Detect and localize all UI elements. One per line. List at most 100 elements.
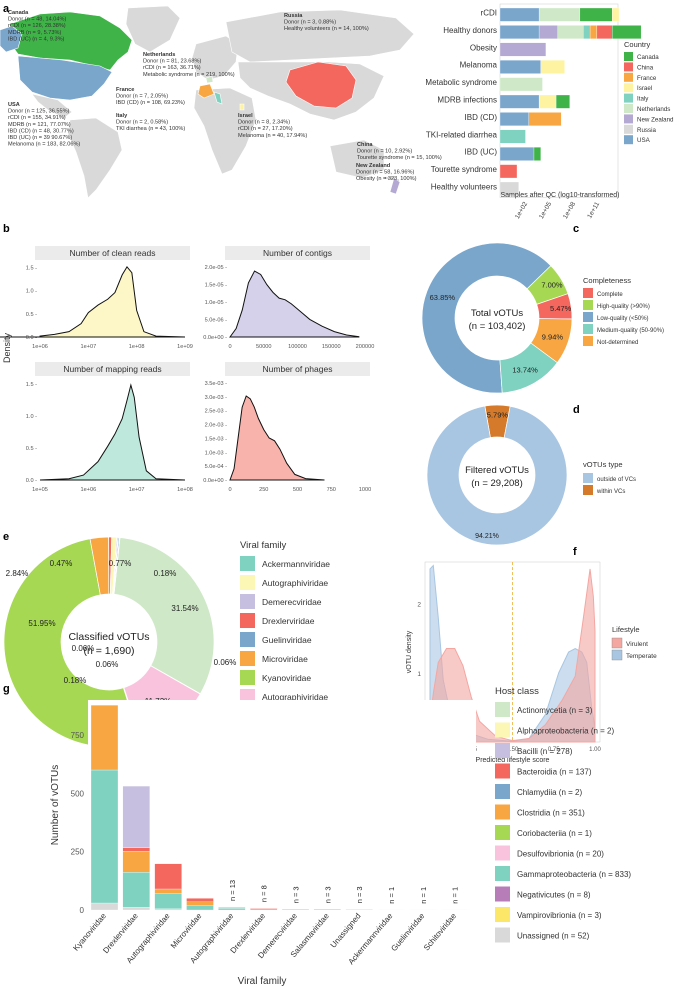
- map-annotation-title: France: [116, 87, 134, 93]
- donut-slice-kyanoviridae: [3, 538, 141, 748]
- a-category-label: rCDI: [481, 9, 497, 18]
- g-bar-count-label: n = 8: [260, 885, 269, 902]
- e-legend-label: Demerecviridae: [262, 597, 322, 607]
- b-x-tick: 1e+07: [129, 487, 145, 493]
- e-legend-swatch: [240, 670, 255, 685]
- panel-labels: a b c d e f g: [3, 3, 580, 695]
- g-x-tick-label: Schitoviridae: [422, 911, 459, 952]
- c-legend-swatch: [583, 324, 593, 334]
- a-x-tick: 1e+11: [586, 201, 601, 220]
- e-legend-label: Autographiviridae: [262, 692, 328, 702]
- b-y-tick: 1.0 -: [26, 414, 37, 420]
- e-slice-label: 0.47%: [50, 559, 73, 568]
- c-slice-label: 5.47%: [550, 304, 572, 313]
- b-x-tick: 0: [228, 344, 231, 350]
- b-y-tick: 2.0e-05 -: [205, 265, 228, 271]
- g-legend-swatch: [495, 927, 510, 943]
- e-legend-swatch: [240, 651, 255, 666]
- panel-label-g: g: [3, 683, 10, 695]
- b-x-tick: 750: [327, 487, 336, 493]
- a-bar-segment-france: [589, 25, 598, 39]
- a-bar-segment-usa: [499, 7, 540, 22]
- b-y-tick: 1.5e-05 -: [205, 282, 228, 288]
- g-x-tick-label: Microviridae: [169, 911, 204, 950]
- panel-c-donut: 63.85% 7.00% 5.47% 9.94% 13.74% Total vOTUs (n…: [421, 242, 664, 394]
- panel-d-donut: 5.79% 94.21% Filtered vOTUs (n = 29,208) vOT…: [426, 404, 636, 546]
- e-legend-label: Guelinviridae: [262, 635, 312, 645]
- panel-label-a: a: [3, 3, 10, 15]
- map-annotation-line: IBD (CD) (n = 108, 69.23%): [116, 100, 185, 106]
- g-legend-swatch: [495, 702, 510, 717]
- e-legend-label: Autographiviridae: [262, 578, 328, 588]
- g-bar-segment: [154, 908, 182, 911]
- map-annotation-line: Donor (n = 2, 0.58%): [116, 120, 168, 126]
- a-x-tick-label: 1e+02: [514, 201, 529, 221]
- b-subplot-b4: Number of phages 0.0e+00 - 5.0e-04 - 1.0e-0…: [203, 362, 371, 493]
- g-legend-swatch: [495, 907, 510, 922]
- a-legend-swatch: [624, 83, 633, 93]
- a-legend-label: Russia: [637, 127, 656, 134]
- b-y-tick: 0.0e+00 -: [203, 335, 227, 341]
- f-legend-title: Lifestyle: [612, 625, 640, 634]
- a-legend-label: Canada: [637, 54, 659, 61]
- a-bar-segment-canada: [533, 147, 541, 161]
- f-legend-swatch: [611, 637, 623, 649]
- g-y-tick: 750: [71, 731, 85, 740]
- e-legend-swatch: [240, 632, 255, 647]
- g-bar-segment: [90, 902, 119, 911]
- map-annotation-line: Melanoma (n = 40, 17.94%): [238, 133, 307, 139]
- panel-a-bar-chart: rCDI Healthy donors Obesity Melanoma Metabol…: [425, 3, 674, 221]
- g-bar-count-label: n = 3: [292, 886, 301, 903]
- b-x-tick: 100000: [288, 344, 307, 350]
- c-legend-swatch: [583, 312, 593, 322]
- c-slice-label: 7.00%: [541, 280, 563, 289]
- a-x-tick-label: 1e+08: [562, 201, 577, 221]
- b-y-tick: 1.0e-05 -: [205, 300, 228, 306]
- map-annotation-line: Donor (n = 3, 0.88%): [284, 20, 336, 26]
- australia-shape: [329, 139, 385, 179]
- e-slice-label: 0.77%: [109, 559, 132, 568]
- map-annotation-line: IBD (UC) (n = 4, 9.3%): [8, 36, 65, 42]
- g-plot-bg: [88, 700, 476, 910]
- b-y-tick: 0.5 -: [26, 312, 37, 318]
- b-y-tick: 0.0e+00 -: [203, 478, 227, 484]
- map-annotation-line: MDRB (n = 121, 77.07%): [8, 122, 71, 128]
- g-legend-label: Alphaproteobacteria (n = 2): [517, 727, 615, 736]
- g-bar-segment: [186, 901, 214, 906]
- a-legend-label: Israel: [637, 85, 652, 92]
- map-annotation-line: Tourette syndrome (n = 15, 100%): [357, 155, 442, 161]
- d-slice-label: 5.79%: [487, 411, 509, 420]
- map-annotation-line: Donor (n = 10, 2.92%): [357, 149, 412, 155]
- b-x-tick: 250: [259, 487, 268, 493]
- g-legend-label: Unassigned (n = 52): [517, 932, 590, 941]
- c-legend-swatch: [583, 336, 593, 346]
- donut-slice-low-quality-: [421, 242, 552, 394]
- g-legend-label: Gammaproteobacteria (n = 833): [517, 870, 631, 879]
- e-slice-label: 0.06%: [214, 658, 237, 667]
- b-strip: [225, 246, 370, 260]
- g-bar-segment: [250, 907, 278, 909]
- b-strip: [35, 362, 190, 376]
- g-x-tick-label: Unassigned: [329, 912, 363, 950]
- c-center-count: (n = 103,402): [469, 321, 526, 332]
- map-annotation-line: TKI diarrhea (n = 43, 100%): [116, 126, 185, 132]
- a-bar-segment-france: [528, 112, 562, 126]
- g-bar-segment: [154, 893, 182, 909]
- b-y-tick: 5.0e-06 -: [205, 317, 228, 323]
- map-annotation-line: Donor (n = 58, 16.96%): [356, 170, 414, 176]
- b-y-tick: 1.0e-03 -: [205, 450, 228, 456]
- map-annotation-title: Russia: [284, 13, 303, 19]
- d-legend-swatch: [583, 473, 593, 483]
- e-legend-label: Ackermannviridae: [262, 559, 330, 569]
- a-legend-swatch: [624, 72, 633, 82]
- a-legend-swatch: [624, 124, 633, 134]
- g-bar-segment: [313, 909, 341, 911]
- g-bar-count-label: n = 1: [387, 887, 396, 904]
- d-legend-title: vOTUs type: [583, 460, 623, 469]
